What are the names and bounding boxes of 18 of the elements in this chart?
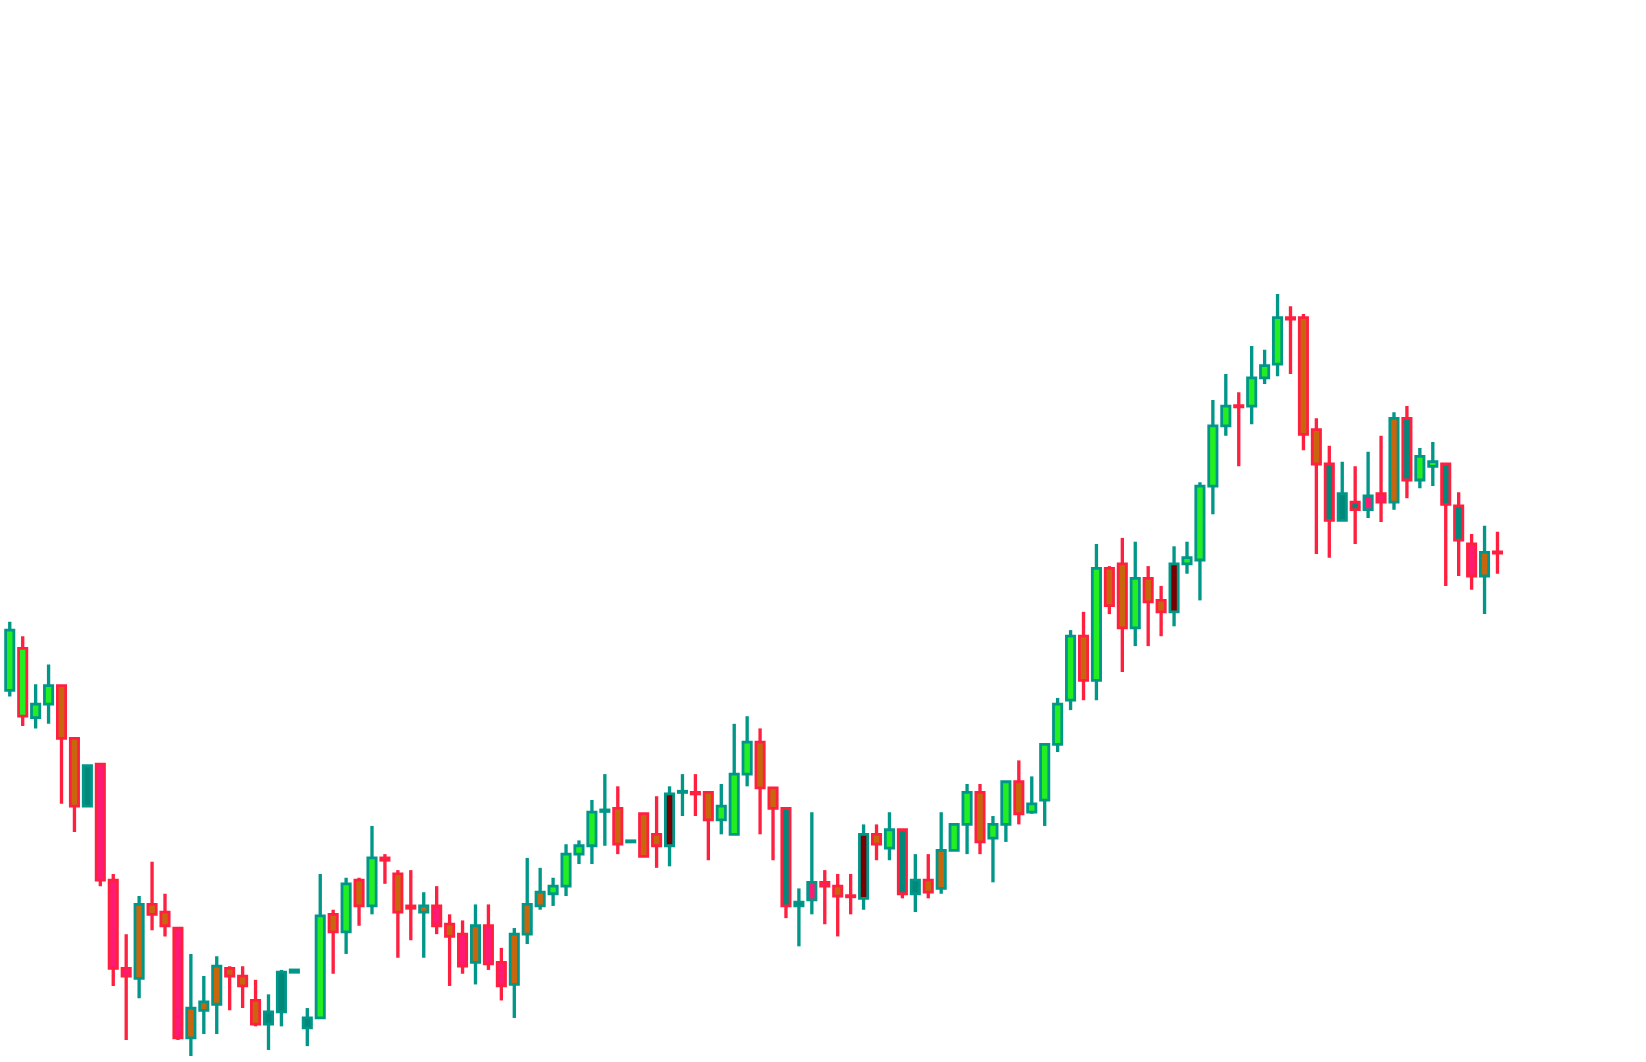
candlestick <box>250 978 262 1029</box>
candlestick <box>469 902 482 987</box>
candlestick <box>870 822 883 862</box>
candlestick <box>353 876 365 928</box>
candlestick <box>327 908 339 976</box>
candlestick <box>1013 758 1025 827</box>
candlestick <box>81 764 93 808</box>
candlestick <box>418 890 430 960</box>
candlestick <box>379 852 391 886</box>
candlestick <box>883 810 895 862</box>
candlestick <box>1479 524 1491 616</box>
candlestick <box>1491 530 1504 576</box>
candlestick <box>1233 390 1245 468</box>
candlestick <box>366 824 378 916</box>
candlestick <box>1466 532 1478 592</box>
candlestick <box>612 784 624 856</box>
candlestick <box>1077 610 1090 702</box>
candlestick <box>1026 774 1038 816</box>
